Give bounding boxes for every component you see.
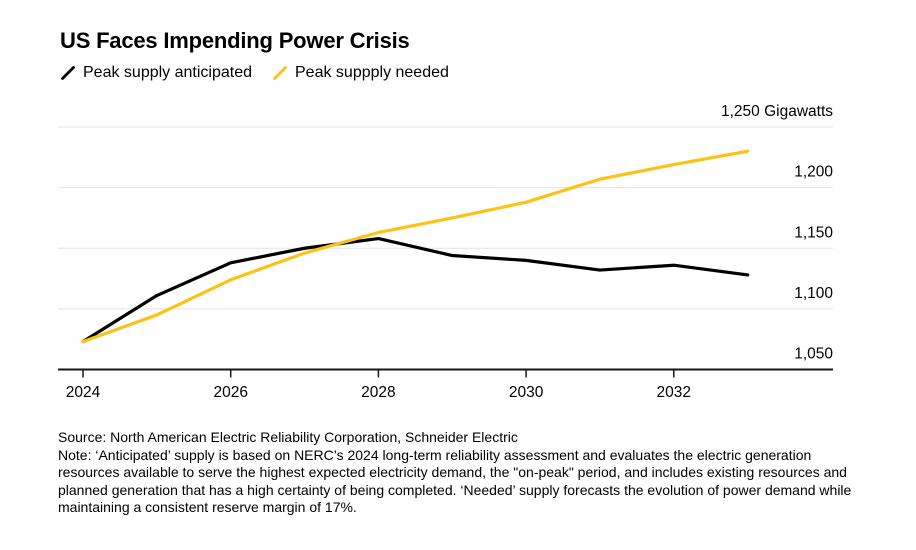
legend-item-needed: Peak suppply needed	[272, 64, 449, 82]
y-tick-label: 1,050	[794, 346, 833, 363]
x-tick-label: 2026	[213, 384, 247, 401]
source-text: Source: North American Electric Reliabil…	[58, 429, 518, 445]
y-tick-label: 1,100	[794, 285, 833, 302]
legend: Peak supply anticipated Peak suppply nee…	[60, 64, 449, 82]
legend-label-needed: Peak suppply needed	[295, 64, 449, 81]
x-tick-label: 2032	[657, 384, 691, 401]
y-tick-label: 1,250 Gigawatts	[721, 103, 833, 120]
line-peak-supply-anticipated	[81, 236, 750, 344]
x-tick-label: 2028	[361, 384, 395, 401]
x-tick-label: 2024	[66, 384, 101, 401]
needed-slash-icon	[273, 66, 287, 80]
chart-title: US Faces Impending Power Crisis	[60, 28, 410, 53]
legend-item-anticipated: Peak supply anticipated	[60, 64, 252, 82]
x-tick-label: 2030	[509, 384, 544, 401]
y-tick-label: 1,200	[794, 164, 833, 181]
footer: Source: North American Electric Reliabil…	[58, 429, 856, 517]
line-peak-supply-needed	[81, 149, 750, 344]
note-text: Note: ‘Anticipated’ supply is based on N…	[58, 446, 852, 516]
y-tick-label: 1,150	[794, 224, 833, 241]
anticipated-slash-icon	[61, 66, 75, 80]
legend-label-anticipated: Peak supply anticipated	[83, 64, 252, 81]
